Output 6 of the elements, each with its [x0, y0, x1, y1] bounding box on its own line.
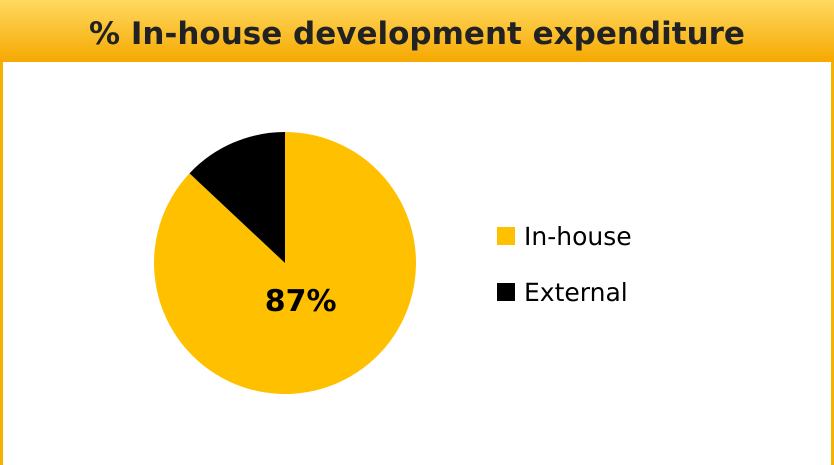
chart-title: % In-house development expenditure: [89, 16, 745, 52]
pie-slice: [190, 132, 285, 263]
legend-label: In-house: [524, 222, 632, 251]
data-label: 87%: [264, 284, 337, 320]
pie-slice: [154, 132, 416, 394]
legend-label: External: [524, 278, 628, 307]
